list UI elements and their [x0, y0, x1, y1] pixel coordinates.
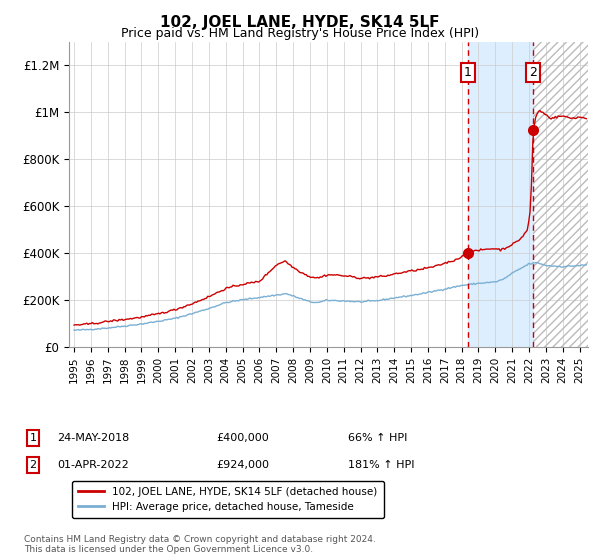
Text: 1: 1 — [464, 66, 472, 79]
Legend: 102, JOEL LANE, HYDE, SK14 5LF (detached house), HPI: Average price, detached ho: 102, JOEL LANE, HYDE, SK14 5LF (detached… — [71, 480, 384, 519]
Text: Price paid vs. HM Land Registry's House Price Index (HPI): Price paid vs. HM Land Registry's House … — [121, 27, 479, 40]
Text: £400,000: £400,000 — [216, 433, 269, 443]
Text: 01-APR-2022: 01-APR-2022 — [57, 460, 129, 470]
Bar — [533, 42, 588, 347]
Text: 181% ↑ HPI: 181% ↑ HPI — [348, 460, 415, 470]
Text: £924,000: £924,000 — [216, 460, 269, 470]
Text: Contains HM Land Registry data © Crown copyright and database right 2024.
This d: Contains HM Land Registry data © Crown c… — [24, 535, 376, 554]
Text: 1: 1 — [29, 433, 37, 443]
Text: 66% ↑ HPI: 66% ↑ HPI — [348, 433, 407, 443]
Text: 102, JOEL LANE, HYDE, SK14 5LF: 102, JOEL LANE, HYDE, SK14 5LF — [160, 15, 440, 30]
Text: 2: 2 — [29, 460, 37, 470]
Bar — [468, 42, 533, 347]
Text: 2: 2 — [529, 66, 537, 79]
Text: 24-MAY-2018: 24-MAY-2018 — [57, 433, 129, 443]
